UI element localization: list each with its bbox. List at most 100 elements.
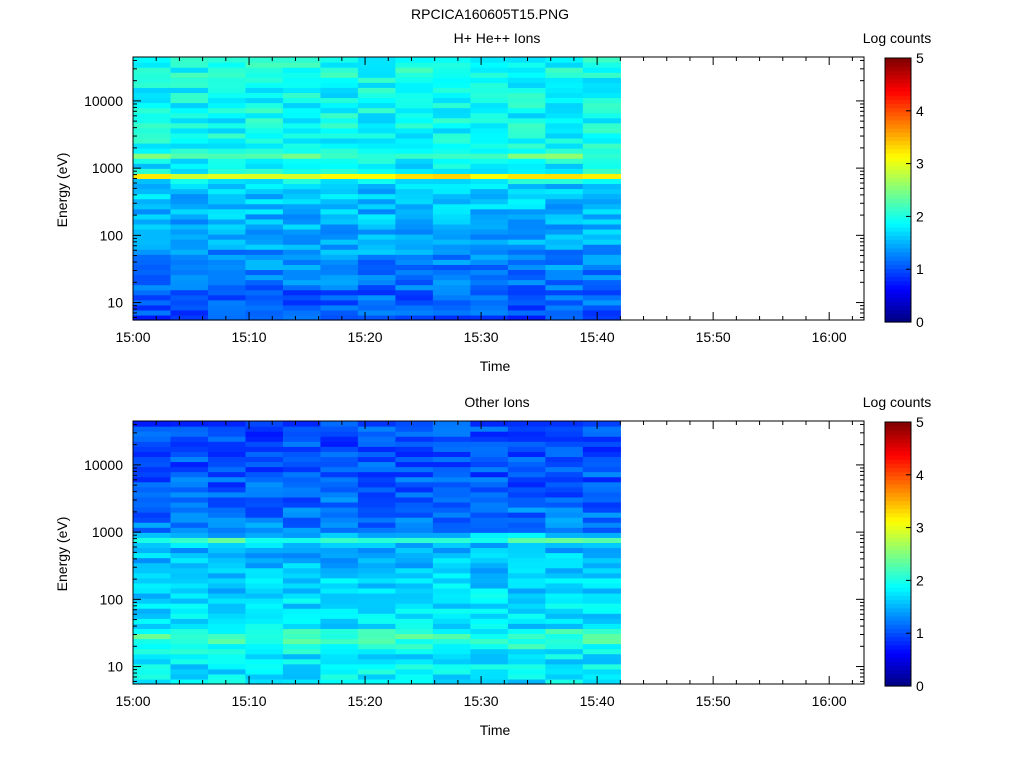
heatmap-cell [582,557,621,564]
heatmap-cell [133,491,172,498]
heatmap-cell [545,218,584,225]
colorbar-swatch [885,115,911,121]
heatmap-cell [357,153,397,159]
colorbar-swatch [885,132,911,137]
heatmap-cell [282,148,322,154]
heatmap-cell [395,223,434,230]
heatmap-cell [133,481,172,488]
heatmap-cell [395,77,434,83]
heatmap-cell [133,117,172,124]
heatmap-cell [207,603,247,609]
heatmap-cell [432,274,471,281]
heatmap-cell [133,461,172,468]
heatmap-cell [545,603,584,609]
heatmap-cell [207,577,247,584]
heatmap-cell [432,608,471,614]
heatmap-cell [282,244,322,250]
heatmap-cell [545,132,584,139]
heatmap-cell [245,148,284,154]
heatmap-cell [470,658,509,665]
heatmap-cell [320,188,359,195]
panel-h-he-ions: H+ He++ Ions 15:00 15:10 15:20 15:30 15:40 15… [54,30,931,374]
heatmap-cell [320,547,359,554]
heatmap-cell [245,249,284,255]
colorbar-swatch [885,632,911,638]
heatmap-cell [507,471,546,478]
heatmap-cell [470,486,509,493]
heatmap-cell [545,299,584,306]
heatmap-cell [170,501,209,508]
heatmap-cell [545,628,584,635]
heatmap-cell [582,117,621,124]
colorbar-swatch [885,231,911,236]
heatmap-cell [245,476,284,483]
heatmap-cell [357,87,397,94]
heatmap-cell [245,658,284,665]
heatmap-cell [207,294,247,301]
colorbar-frame [884,421,912,687]
colorbar-swatch [885,309,911,315]
colorbar-swatch [885,289,911,294]
heatmap-cell [133,648,172,655]
heatmap-cell [357,173,397,179]
heatmap-cell [320,254,359,260]
heatmap-cell [245,446,284,452]
heatmap-cell [545,127,584,134]
x-tick-label: 15:30 [464,329,499,345]
heatmap-cell [282,456,322,463]
heatmap-cell [357,461,397,468]
heatmap-cell [432,481,471,488]
heatmap-cell [582,178,621,185]
heatmap-cell [282,72,322,78]
colorbar-swatch [885,463,911,468]
heatmap-cell [507,451,546,458]
heatmap-cell [432,628,471,635]
heatmap-cell [207,57,247,63]
colorbar-swatch [885,504,911,510]
heatmap-cell [357,527,397,533]
heatmap-cell [470,168,509,174]
figure-title: RPCICA160605T15.PNG [411,6,569,22]
heatmap-cell [245,466,284,473]
colorbar-swatch [885,574,911,580]
heatmap-cell [395,284,434,291]
heatmap-cell [357,552,397,559]
heatmap-cell [432,137,471,144]
heatmap-cell [357,678,397,685]
heatmap-cell [470,158,509,164]
heatmap-cell [582,582,621,589]
heatmap-cell [545,163,584,169]
heatmap-cell [507,168,546,174]
heatmap-cell [207,127,247,134]
heatmap-cell [582,572,621,579]
heatmap-cell [320,446,359,452]
heatmap-cell [432,471,471,478]
heatmap-cell [432,537,471,543]
heatmap-cell [507,491,546,498]
heatmap-cell [133,314,172,321]
heatmap-cell [470,628,509,635]
heatmap-cell [507,203,546,210]
heatmap-cell [507,542,546,549]
heatmap-cell [133,527,172,533]
colorbar-swatch [885,107,911,113]
heatmap-cell [545,193,584,200]
heatmap-cell [245,87,284,94]
heatmap-cell [282,633,322,640]
colorbar-swatch [885,272,911,278]
heatmap-cell [133,173,172,179]
heatmap-cell [507,512,546,518]
heatmap-cell [170,87,209,94]
heatmap-cell [507,648,546,655]
heatmap-cell [282,107,322,114]
heatmap-cell [282,613,322,619]
heatmap-cell [545,178,584,185]
heatmap-cell [207,421,247,427]
heatmap-cell [133,213,172,220]
heatmap-cell [282,421,322,427]
y-tick-label: 100 [100,591,124,607]
heatmap-cell [470,623,509,629]
heatmap-cell [357,456,397,463]
heatmap-cell [582,122,621,129]
